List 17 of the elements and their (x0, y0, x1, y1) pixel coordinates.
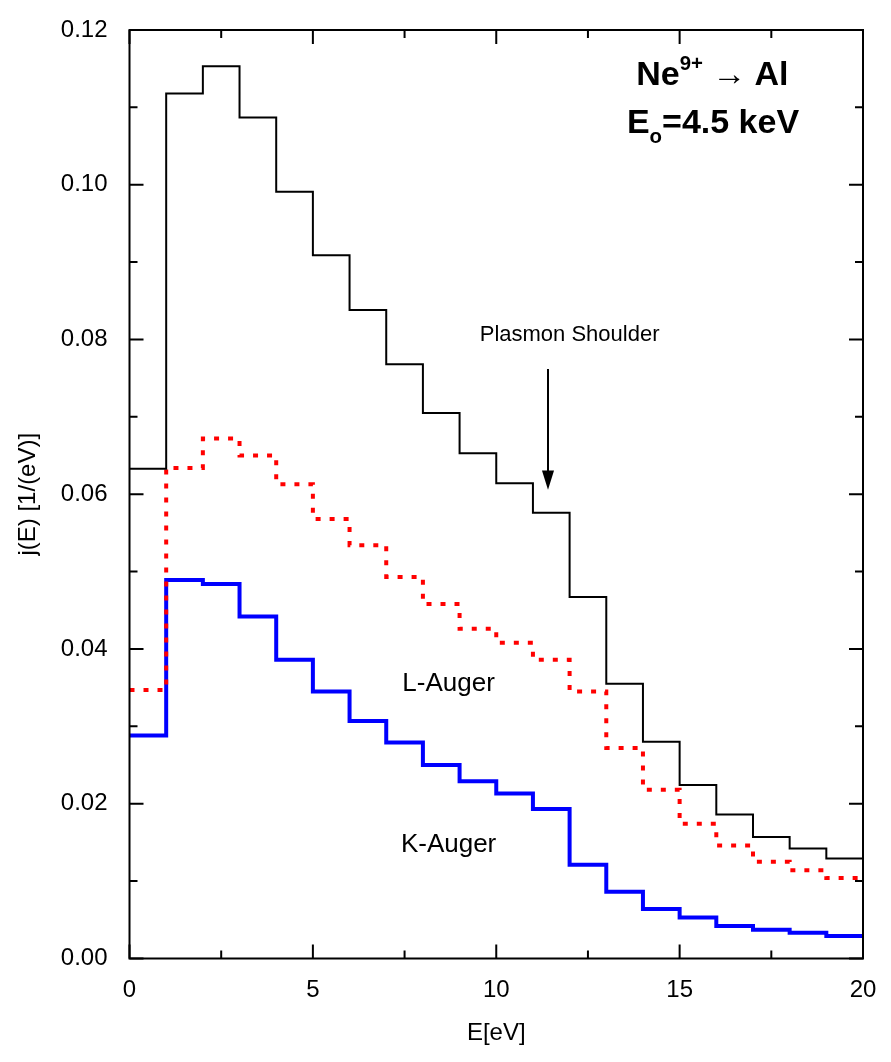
y-tick-label: 0.00 (60, 943, 108, 971)
y-tick-label: 0.04 (60, 633, 108, 661)
annotation: Plasmon Shoulder (479, 320, 660, 346)
y-tick-label: 0.02 (60, 788, 108, 816)
x-axis-title: E[eV] (466, 1018, 526, 1046)
x-tick-label: 15 (666, 975, 693, 1003)
y-axis-title: j(E) [1/(eV)] (13, 432, 41, 557)
x-tick-label: 10 (482, 975, 510, 1003)
series-label: K-Auger (400, 828, 497, 859)
y-tick-label: 0.06 (60, 478, 108, 506)
x-tick-label: 0 (122, 975, 137, 1003)
y-tick-label: 0.10 (60, 169, 108, 197)
x-tick-label: 5 (306, 975, 320, 1003)
y-tick-label: 0.12 (60, 14, 108, 42)
x-tick-label: 20 (849, 975, 877, 1003)
series-label: L-Auger (402, 667, 496, 698)
y-tick-label: 0.08 (60, 324, 108, 352)
